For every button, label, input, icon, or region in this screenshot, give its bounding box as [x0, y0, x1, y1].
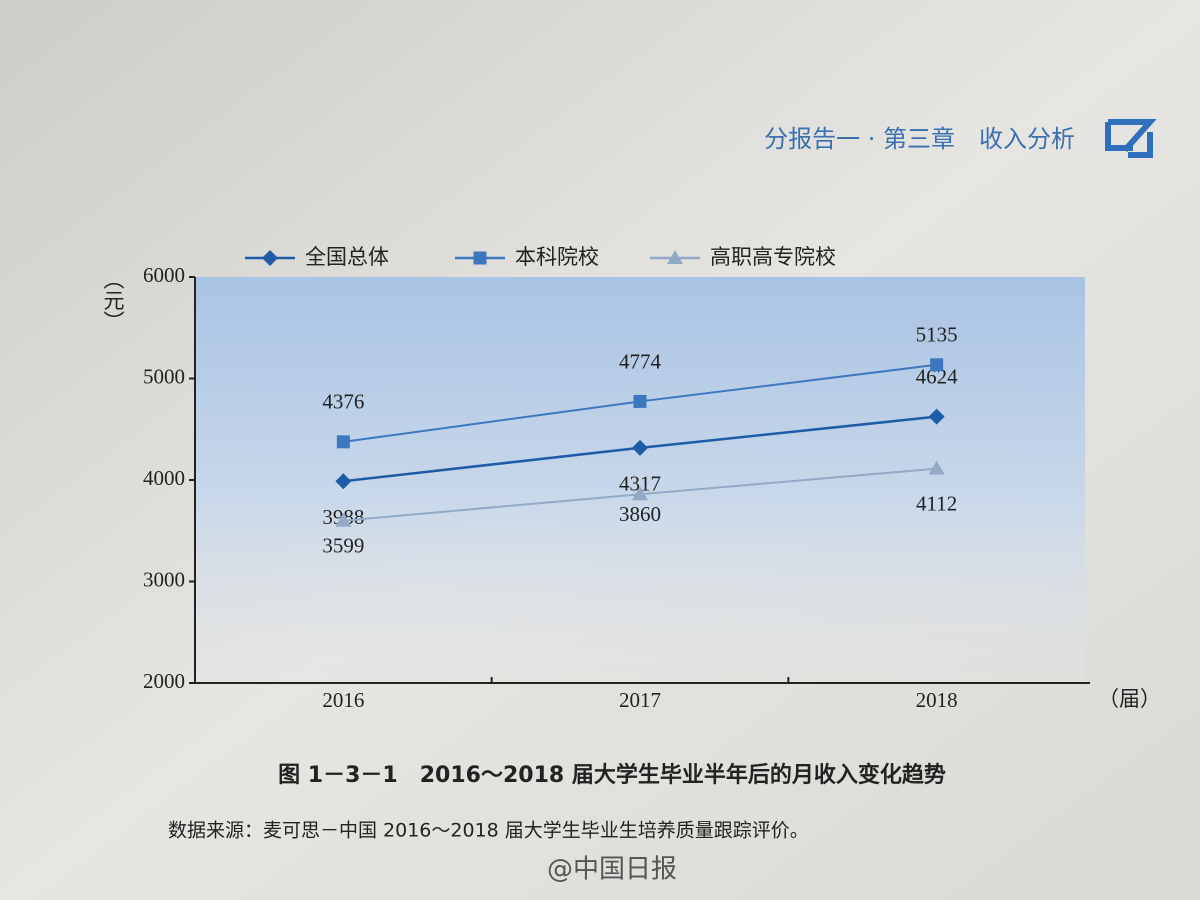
y-tick-label: 3000 — [143, 567, 185, 591]
data-point — [632, 439, 648, 456]
source-note: 数据来源：麦可思－中国 2016～2018 届大学生毕业生培养质量跟踪评价。 — [168, 820, 809, 842]
data-label: 5135 — [916, 323, 958, 347]
data-label: 3599 — [322, 534, 364, 558]
x-tick-label: 2018 — [916, 688, 958, 712]
legend-marker — [473, 251, 487, 265]
page-header: 分报告一 · 第三章 收入分析 — [764, 125, 1075, 153]
legend-label: 本科院校 — [515, 245, 599, 269]
y-axis-label: （元） — [101, 269, 125, 332]
y-tick-label: 2000 — [143, 669, 185, 693]
legend-marker — [262, 250, 278, 266]
data-point — [930, 358, 944, 372]
data-point — [632, 486, 648, 501]
data-point — [335, 473, 352, 490]
data-point — [928, 460, 945, 475]
chart-title: 图 1－3－1 2016～2018 届大学生毕业半年后的月收入变化趋势 — [278, 762, 946, 788]
data-label: 4376 — [322, 390, 364, 414]
data-label: 3860 — [619, 502, 661, 526]
x-tick-label: 2016 — [322, 688, 364, 712]
data-label: 4774 — [619, 349, 662, 373]
data-label: 4112 — [916, 491, 957, 515]
y-tick-label: 4000 — [143, 466, 185, 490]
data-point — [633, 394, 647, 408]
data-point — [928, 408, 945, 425]
watermark: @中国日报 — [547, 855, 677, 885]
x-tick-label: 2017 — [619, 688, 661, 712]
legend-label: 全国总体 — [305, 245, 389, 269]
y-tick-label: 6000 — [143, 263, 185, 287]
chapter-icon — [1105, 119, 1157, 158]
legend-label: 高职高专院校 — [710, 245, 836, 269]
x-axis-label: （届） — [1098, 687, 1161, 711]
y-tick-label: 5000 — [143, 364, 185, 388]
data-point — [336, 435, 350, 449]
data-point — [335, 512, 352, 527]
legend-marker — [667, 250, 683, 264]
